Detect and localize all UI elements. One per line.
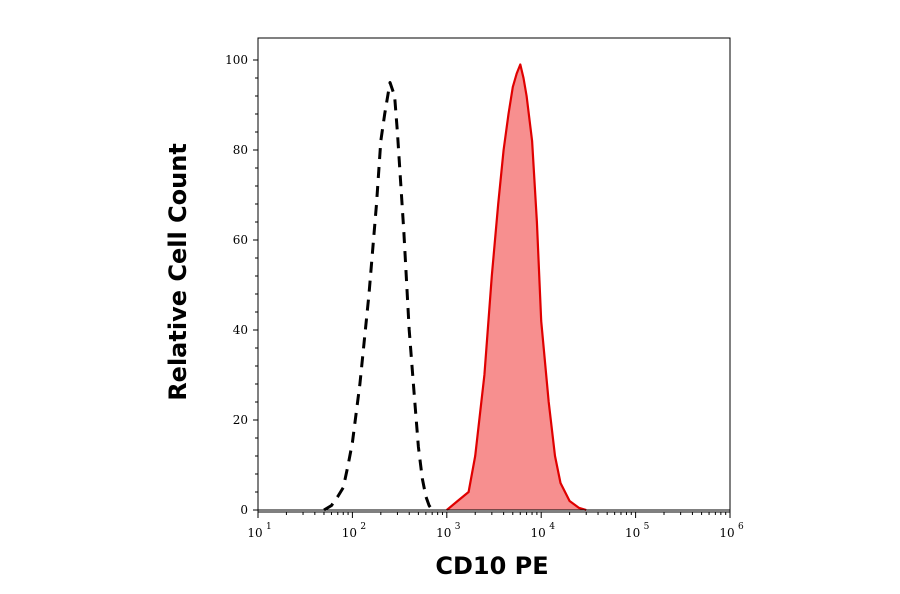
- series-2-area: [446, 64, 587, 510]
- series-layer: [258, 63, 730, 512]
- series-2-line: [446, 63, 587, 512]
- y-tick-label: 60: [233, 233, 248, 247]
- x-tick-exponent: 6: [738, 522, 744, 532]
- y-axis-ticks: 0 20 40 60 80 100: [225, 53, 258, 517]
- y-tick-label: 100: [225, 53, 248, 67]
- y-tick-label: 0: [240, 503, 248, 517]
- x-tick-label: 10: [247, 526, 262, 540]
- x-tick-exponent: 5: [644, 522, 650, 532]
- x-tick-label: 10: [625, 526, 640, 540]
- x-axis-ticks: 10 1 10 2 10 3 10 4 10 5 10 6: [247, 512, 744, 540]
- series-1-line: [323, 81, 434, 512]
- x-tick-label: 10: [719, 526, 734, 540]
- x-tick-exponent: 4: [549, 522, 555, 532]
- x-tick-label: 10: [342, 526, 357, 540]
- y-tick-label: 80: [233, 143, 248, 157]
- x-tick-exponent: 2: [360, 522, 366, 532]
- x-axis-title: CD10 PE: [435, 552, 548, 580]
- x-tick-label: 10: [531, 526, 546, 540]
- y-tick-label: 40: [233, 323, 248, 337]
- y-axis-title: Relative Cell Count: [164, 143, 192, 401]
- x-tick-exponent: 1: [266, 522, 272, 532]
- y-tick-label: 20: [233, 413, 248, 427]
- plot-frame: [257, 37, 731, 513]
- x-tick-exponent: 3: [455, 522, 461, 532]
- x-tick-label: 10: [436, 526, 451, 540]
